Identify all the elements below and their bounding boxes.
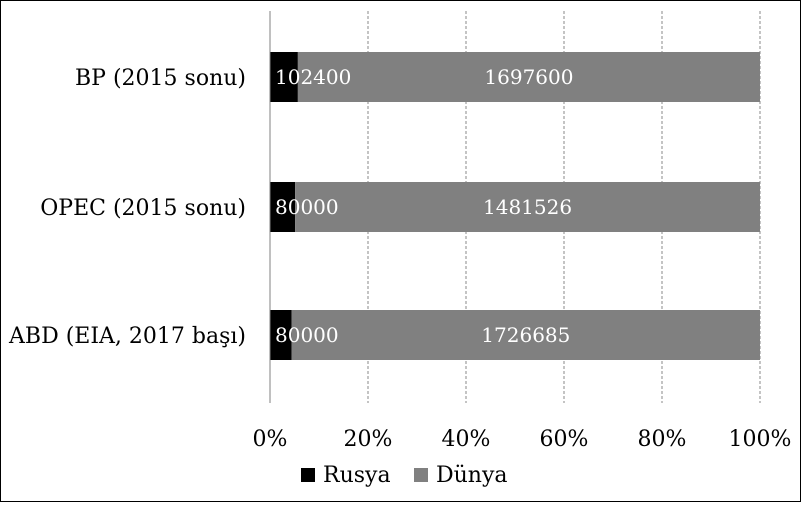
labels: 102400 1697600 BP (2015 sonu) 80000 1481526 O… <box>8 65 573 349</box>
bars <box>270 52 760 360</box>
bar-rusya <box>270 182 296 232</box>
x-tick-label: 100% <box>729 427 792 452</box>
bar-dünya <box>297 52 760 102</box>
legend-swatch-dünya <box>414 468 428 482</box>
x-tick-label: 60% <box>540 427 589 452</box>
data-label: 80000 <box>275 195 339 219</box>
category-label: BP (2015 sonu) <box>75 66 246 91</box>
bar-dünya <box>295 182 760 232</box>
x-tick-label: 20% <box>344 427 393 452</box>
bar-rusya <box>270 310 292 360</box>
legend: Rusya Dünya <box>301 463 508 488</box>
legend-label-dünya: Dünya <box>436 463 508 488</box>
bar-rusya <box>270 52 298 102</box>
data-label: 1726685 <box>481 323 570 347</box>
data-label: 102400 <box>275 65 351 89</box>
category-label: OPEC (2015 sonu) <box>40 196 246 221</box>
x-tick-label: 0% <box>253 427 288 452</box>
legend-swatch-rusya <box>301 468 315 482</box>
data-label: 80000 <box>275 323 339 347</box>
data-label: 1697600 <box>484 65 573 89</box>
category-label: ABD (EIA, 2017 başı) <box>8 324 246 349</box>
legend-label-rusya: Rusya <box>323 463 391 488</box>
bar-dünya <box>291 310 760 360</box>
data-label: 1481526 <box>483 195 572 219</box>
x-tick-label: 80% <box>638 427 687 452</box>
x-tick-label: 40% <box>442 427 491 452</box>
axis: 0% 20% 40% 60% 80% 100% <box>253 11 792 452</box>
